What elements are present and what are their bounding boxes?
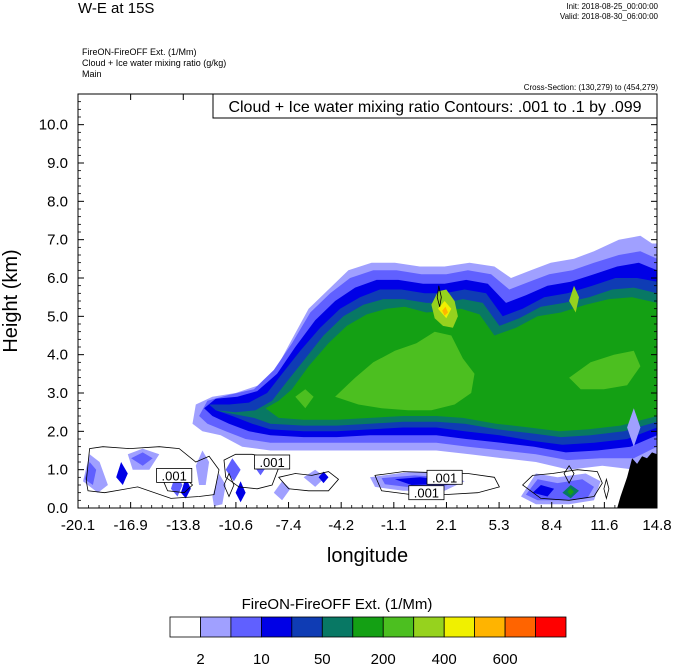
x-tick-label: -4.2 <box>328 517 354 534</box>
x-tick-label: 2.1 <box>436 517 457 534</box>
colorbar-title: FireON-FireOFF Ext. (1/Mm) <box>241 596 433 613</box>
shaded-region-15 <box>116 462 128 485</box>
colorbar-label: 600 <box>493 651 518 667</box>
contour-label-text: .001 <box>259 455 284 470</box>
contour-label-text: .001 <box>162 468 187 483</box>
field-label-2: Cloud + Ice water mixing ratio (g/kg) <box>82 58 227 68</box>
contour-line-6 <box>521 469 603 501</box>
colorbar-swatch-4 <box>291 616 323 638</box>
y-tick-label: 1.0 <box>47 462 68 479</box>
y-tick-label: 9.0 <box>47 155 68 172</box>
x-tick-label: -7.4 <box>276 517 302 534</box>
shaded-region-33 <box>532 485 555 497</box>
contour-label-text: .001 <box>414 486 439 501</box>
colorbar-swatch-11 <box>504 616 537 638</box>
contour-line-4 <box>277 471 340 492</box>
colorbar-label: 10 <box>253 651 270 667</box>
shaded-region-14 <box>84 462 97 485</box>
contour-line-3 <box>223 472 235 498</box>
colorbar-label: 400 <box>432 651 457 667</box>
colorbar-swatch-2 <box>230 616 262 638</box>
contour-line-8 <box>436 285 442 307</box>
y-tick-label: 4.0 <box>47 347 68 364</box>
shaded-region-19 <box>170 473 183 497</box>
y-tick-label: 5.0 <box>47 308 68 325</box>
x-tick-label: -10.6 <box>219 517 253 534</box>
plot-title: W-E at 15S <box>78 0 155 17</box>
shaded-region-36 <box>627 408 641 447</box>
colorbar-swatch-6 <box>352 616 384 638</box>
x-axis-label: longitude <box>327 545 408 567</box>
colorbar-swatch-8 <box>413 616 445 638</box>
x-tick-label: -20.1 <box>61 517 95 534</box>
field-label-1: FireON-FireOFF Ext. (1/Mm) <box>82 47 197 57</box>
y-tick-label: 0.0 <box>47 500 68 517</box>
shaded-region-7 <box>569 350 641 390</box>
colorbar-swatch-10 <box>474 616 506 638</box>
contour-info-box <box>212 93 658 119</box>
field-label-3: Main <box>82 69 102 79</box>
y-tick-label: 10.0 <box>39 117 68 134</box>
contour-line-7 <box>563 465 575 484</box>
terrain <box>617 452 657 508</box>
shaded-region-35 <box>567 488 574 496</box>
shaded-region-10 <box>569 285 579 313</box>
shaded-region-21 <box>212 473 226 507</box>
x-tick-label: -16.9 <box>114 517 148 534</box>
valid-time: Valid: 2018-08-30_06:00:00 <box>559 12 658 21</box>
colorbar-label: 2 <box>196 651 204 667</box>
colorbar-label: 50 <box>314 651 331 667</box>
contour-label-box <box>254 454 291 470</box>
colorbar-swatch-0 <box>169 616 201 638</box>
contour-line-9 <box>603 477 610 500</box>
contour-line-0 <box>85 446 220 499</box>
shaded-region-22 <box>225 458 241 482</box>
cross-section-label: Cross-Section: (130,279) to (454,279) <box>523 83 658 92</box>
colorbar-swatch-7 <box>382 616 415 638</box>
shaded-region-12 <box>442 306 448 316</box>
contour-label-box <box>408 485 445 501</box>
shaded-region-6 <box>335 331 475 411</box>
contour-info-text: Cloud + Ice water mixing ratio Contours:… <box>228 99 641 116</box>
shaded-region-23 <box>235 481 246 503</box>
x-tick-label: 8.4 <box>541 517 562 534</box>
colorbar-swatch-12 <box>535 616 567 638</box>
colorbar-swatch-9 <box>443 616 476 638</box>
contour-label-box <box>156 467 193 483</box>
colorbar-label: 200 <box>371 651 396 667</box>
colorbar-swatch-1 <box>200 616 232 638</box>
y-tick-label: 8.0 <box>47 193 68 210</box>
shaded-region-18 <box>195 450 210 485</box>
x-tick-label: -13.8 <box>166 517 200 534</box>
x-tick-label: 11.6 <box>590 517 618 534</box>
y-tick-label: 6.0 <box>47 270 68 287</box>
y-tick-label: 3.0 <box>47 385 68 402</box>
contour-label-2: .001 <box>408 485 445 501</box>
shaded-region-17 <box>131 452 153 466</box>
contour-label-text: .001 <box>432 470 457 485</box>
contour-label-box <box>426 469 463 485</box>
contour-label-3: .001 <box>426 469 463 485</box>
shaded-field <box>83 235 657 508</box>
y-axis-label: Height (km) <box>0 249 22 352</box>
shaded-region-8 <box>295 389 314 409</box>
colorbar-swatch-3 <box>260 616 293 638</box>
shaded-region-20 <box>180 477 191 499</box>
shaded-region-27 <box>318 471 329 484</box>
y-tick-label: 2.0 <box>47 423 68 440</box>
colorbar-swatch-5 <box>321 616 354 638</box>
contour-label-1: .001 <box>254 454 291 470</box>
x-tick-label: 5.3 <box>489 517 510 534</box>
y-tick-label: 7.0 <box>47 232 68 249</box>
contour-label-0: .001 <box>156 467 193 483</box>
contour-line-5 <box>374 471 500 495</box>
shaded-region-25 <box>273 481 291 501</box>
init-time: Init: 2018-08-25_00:00:00 <box>566 2 658 11</box>
x-tick-label: -1.1 <box>381 517 407 534</box>
x-tick-label: 14.8 <box>642 517 671 534</box>
